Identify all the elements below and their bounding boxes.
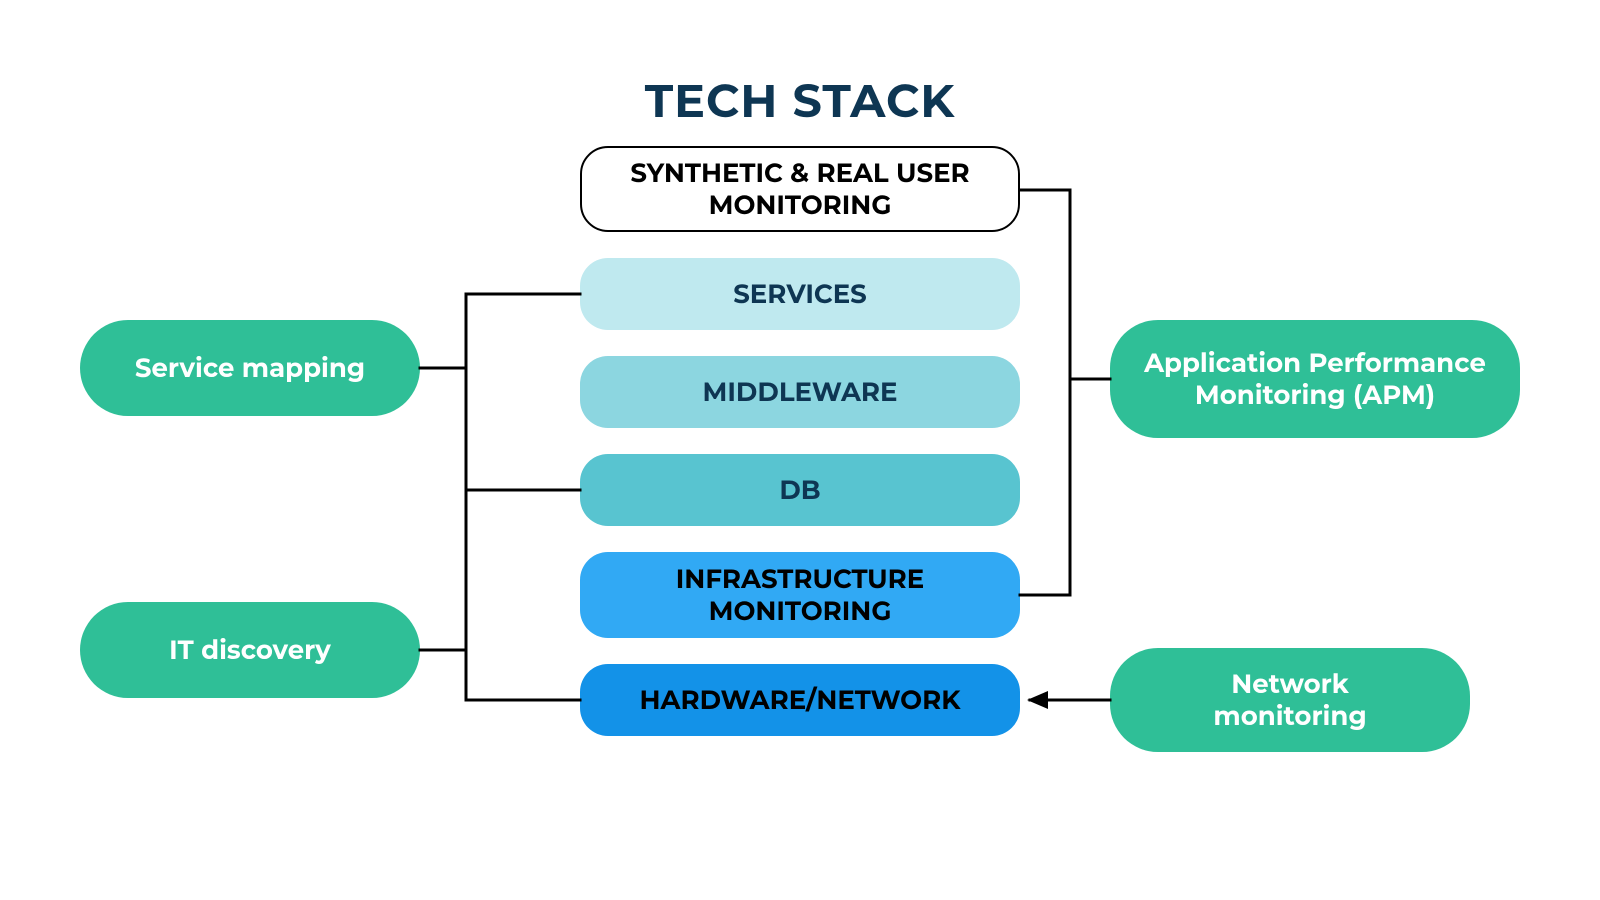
side-pill-service-mapping: Service mapping bbox=[80, 320, 420, 416]
stack-layer-label: SYNTHETIC & REAL USER MONITORING bbox=[630, 157, 969, 222]
connector-lines bbox=[0, 0, 1600, 900]
side-pill-network-monitoring: Network monitoring bbox=[1110, 648, 1470, 752]
diagram-title: TECH STACK bbox=[645, 72, 956, 129]
stack-layer-infrastructure: INFRASTRUCTURE MONITORING bbox=[580, 552, 1020, 638]
stack-layer-db: DB bbox=[580, 454, 1020, 526]
side-pill-label: Service mapping bbox=[135, 352, 365, 385]
side-pill-label: Network monitoring bbox=[1213, 668, 1366, 733]
stack-layer-middleware: MIDDLEWARE bbox=[580, 356, 1020, 428]
side-pill-label: Application Performance Monitoring (APM) bbox=[1144, 347, 1486, 412]
stack-layer-user-monitoring: SYNTHETIC & REAL USER MONITORING bbox=[580, 146, 1020, 232]
stack-layer-label: DB bbox=[779, 474, 820, 507]
stack-layer-label: SERVICES bbox=[733, 278, 867, 311]
diagram-title-text: TECH STACK bbox=[645, 72, 956, 129]
stack-layer-services: SERVICES bbox=[580, 258, 1020, 330]
stack-layer-hardware-network: HARDWARE/NETWORK bbox=[580, 664, 1020, 736]
side-pill-it-discovery: IT discovery bbox=[80, 602, 420, 698]
stack-layer-label: INFRASTRUCTURE MONITORING bbox=[676, 563, 924, 628]
side-pill-apm: Application Performance Monitoring (APM) bbox=[1110, 320, 1520, 438]
stack-layer-label: MIDDLEWARE bbox=[703, 376, 898, 409]
side-pill-label: IT discovery bbox=[169, 634, 331, 667]
stack-layer-label: HARDWARE/NETWORK bbox=[640, 684, 961, 717]
